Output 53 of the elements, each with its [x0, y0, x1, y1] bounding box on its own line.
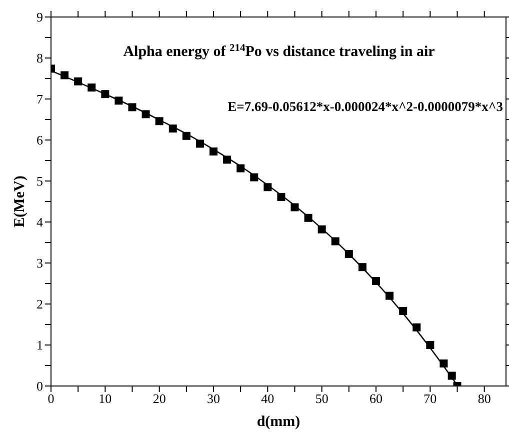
- point: [264, 183, 272, 192]
- y-tick-label: 6: [36, 132, 44, 148]
- y-tick-label: 7: [36, 92, 44, 107]
- y-tick-label: 2: [36, 296, 43, 312]
- point: [168, 124, 177, 133]
- point: [290, 203, 299, 212]
- point: [223, 156, 232, 164]
- point: [412, 323, 421, 332]
- point: [142, 110, 150, 118]
- point: [88, 84, 96, 92]
- y-tick-label: 1: [36, 338, 43, 353]
- point: [182, 132, 190, 140]
- point: [372, 277, 380, 286]
- point: [74, 77, 82, 86]
- y-tick-label: 8: [36, 50, 43, 66]
- point: [155, 117, 164, 126]
- x-tick-label: 60: [370, 391, 382, 406]
- point: [60, 71, 69, 80]
- y-tick-label: 4: [36, 214, 44, 230]
- point: [344, 250, 353, 258]
- point: [399, 306, 408, 315]
- point: [331, 237, 340, 246]
- x-tick-label: 30: [207, 391, 220, 406]
- point: [386, 292, 394, 300]
- x-tick-label: 50: [315, 391, 328, 406]
- y-tick-label: 3: [36, 256, 43, 271]
- point: [304, 214, 312, 222]
- x-tick-label: 40: [261, 391, 274, 406]
- point: [210, 147, 218, 156]
- x-tick-label: 10: [98, 391, 112, 406]
- y-tick-label: 9: [36, 10, 43, 25]
- point: [440, 359, 448, 368]
- point: [358, 263, 366, 272]
- point: [236, 164, 245, 172]
- x-tick-label: 70: [424, 391, 437, 406]
- point: [114, 96, 123, 105]
- point: [196, 140, 204, 148]
- point: [426, 341, 434, 349]
- x-tick-label: 20: [152, 391, 166, 406]
- x-tick-label: 0: [48, 391, 54, 406]
- text: Alpha energy of $^{214}$Po vs distance traveling in air: [123, 42, 436, 60]
- point: [250, 173, 258, 182]
- point: [448, 372, 456, 380]
- point: [277, 192, 286, 201]
- point: [318, 225, 326, 234]
- y-axis-title: E(MeV): [12, 176, 28, 228]
- y-tick-label: 0: [36, 378, 43, 394]
- y-tick-label: 5: [36, 174, 43, 189]
- x-axis-title: d(mm): [256, 414, 300, 430]
- point: [128, 103, 136, 112]
- point: [101, 90, 110, 98]
- annotation: E=7.69-0.05612*x-0.000024*x^2-0.0000079*x^3: [228, 99, 504, 114]
- x-tick-label: 80: [478, 391, 491, 406]
